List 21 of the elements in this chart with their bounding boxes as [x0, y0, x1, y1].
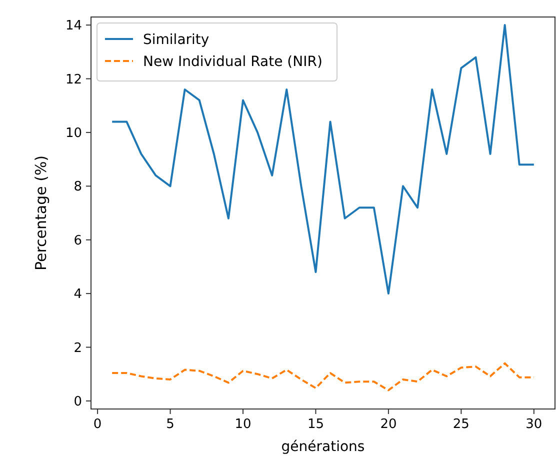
y-tick-label: 4: [74, 287, 82, 302]
legend-label: New Individual Rate (NIR): [143, 54, 322, 70]
legend-label: Similarity: [143, 32, 210, 48]
y-tick-label: 8: [74, 180, 82, 195]
y-tick-label: 14: [65, 18, 82, 34]
y-tick-label: 12: [65, 72, 82, 88]
x-tick-label: 25: [452, 417, 470, 432]
x-tick-label: 15: [307, 417, 324, 432]
x-axis-title: générations: [281, 439, 365, 455]
x-tick-label: 5: [166, 417, 174, 432]
y-tick-label: 6: [74, 233, 82, 248]
x-tick-label: 0: [93, 417, 102, 432]
y-tick-label: 2: [74, 340, 82, 356]
y-tick-label: 10: [65, 126, 82, 141]
x-tick-label: 30: [526, 417, 542, 432]
line-series: [111, 362, 535, 392]
x-tick-label: 10: [234, 417, 252, 432]
y-axis-title: Percentage (%): [32, 155, 50, 271]
y-tick-label: 0: [74, 394, 82, 410]
x-tick-label: 20: [380, 417, 397, 432]
line-series: [111, 24, 535, 295]
